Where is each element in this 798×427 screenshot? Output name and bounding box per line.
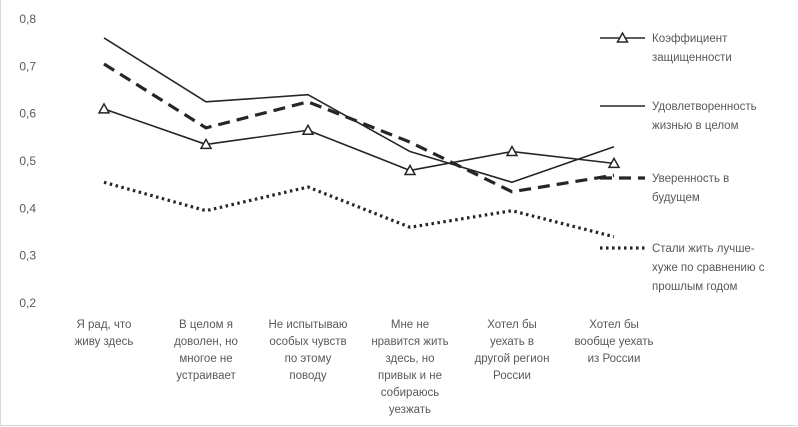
y-tick-label: 0,6	[19, 107, 36, 121]
data-point-marker	[301, 123, 315, 135]
plot-area	[97, 37, 621, 239]
y-tick-label: 0,7	[19, 59, 36, 73]
series-line	[103, 108, 615, 172]
data-point-marker	[607, 156, 621, 169]
legend-marker	[616, 31, 629, 43]
x-tick-label: Мне не нравится жить здесь, но привык и не с…	[371, 319, 448, 416]
legend-label: Коэффициент защищенности	[652, 33, 732, 64]
x-tick-label: Я рад, что живу здесь	[75, 319, 134, 348]
series-line	[103, 180, 615, 239]
data-point-marker	[199, 137, 213, 150]
y-tick-label: 0,5	[19, 154, 36, 168]
y-tick-label: 0,8	[19, 12, 36, 26]
y-tick-label: 0,4	[19, 201, 36, 215]
series-line	[103, 37, 615, 184]
data-point-marker	[97, 102, 111, 114]
data-point-marker	[403, 163, 417, 176]
x-tick-label: Не испытываю особых чувств по этому поводу	[268, 319, 347, 382]
y-axis: 0,8 0,7 0,6 0,5 0,4 0,3 0,2	[19, 12, 36, 310]
legend-label: Уверенность в будущем	[652, 173, 729, 204]
legend-label: Стали жить лучше-хуже по сравнению с прош…	[652, 243, 765, 293]
data-point-marker	[505, 144, 519, 157]
legend-label: Удовлетворенность жизнью в целом	[652, 101, 757, 132]
x-tick-label: Хотел бы уехать в другой регион России	[475, 319, 550, 382]
x-tick-label: Хотел бы вообще уехать из России	[574, 319, 653, 365]
x-axis: Я рад, что живу здесь В целом я доволен, но…	[75, 319, 654, 416]
y-tick-label: 0,3	[19, 249, 36, 263]
series-line	[103, 62, 615, 194]
x-tick-label: В целом я доволен, но многое не устраивает	[174, 319, 238, 382]
y-tick-label: 0,2	[19, 296, 36, 310]
legend: Коэффициент защищенности Удовлетворенность…	[600, 31, 765, 293]
